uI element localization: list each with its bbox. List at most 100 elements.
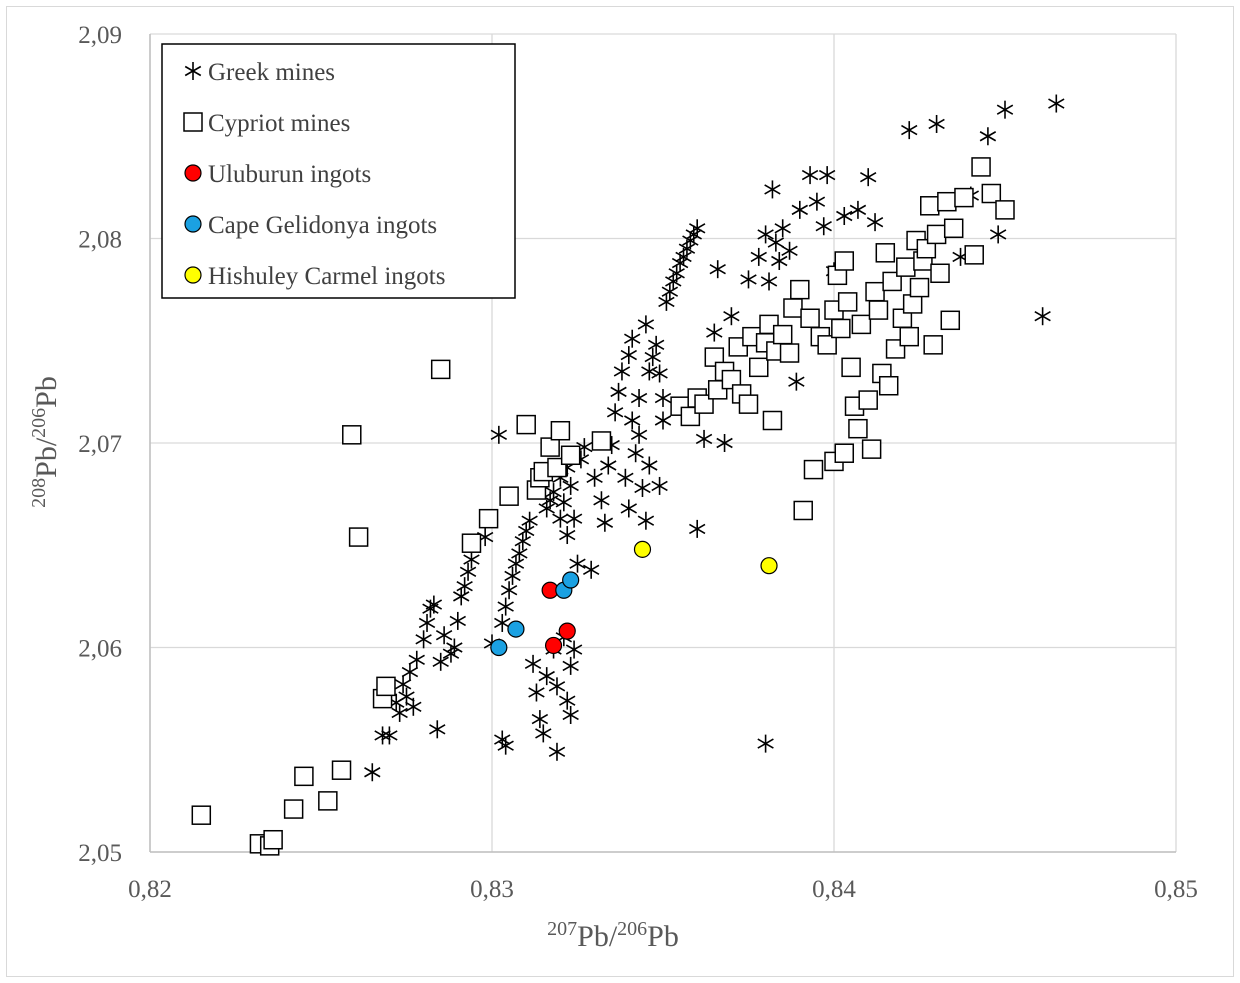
data-point [815,217,832,236]
data-point [791,200,808,219]
data-point [565,640,583,659]
data-point [381,726,398,745]
data-point [658,292,675,311]
data-point [459,562,477,581]
data-point [494,613,511,632]
data-point [757,225,774,244]
data-point [507,554,525,573]
data-point [494,730,511,749]
data-point [624,329,641,348]
legend-marker [184,62,202,80]
data-points [191,94,1065,856]
data-point [548,677,566,696]
data-point [899,326,919,347]
data-point [552,509,569,528]
data-point [630,389,648,408]
data-point [446,638,463,657]
data-point [654,389,672,408]
isotope-superscript: 206 [617,918,647,940]
data-point [582,560,600,579]
x-tick-label: 0,85 [1154,876,1198,903]
data-point [661,282,679,301]
data-point [596,513,614,532]
data-point [559,691,576,710]
legend-label: Hishuley Carmel ingots [208,263,445,290]
series-4 [490,571,580,657]
data-point [617,468,634,487]
y-tick-label: 2,07 [78,431,122,458]
data-point [391,703,408,722]
data-point [841,357,861,378]
data-point [559,526,576,545]
y-axis-title: 208Pb/206Pb [28,376,63,508]
data-point [781,241,798,260]
data-point [682,231,699,250]
series-5 [633,540,778,575]
data-point [757,734,774,753]
data-point [926,224,947,245]
data-point [348,527,369,547]
data-point [808,192,826,211]
data-point [866,213,884,232]
data-point [1034,307,1051,326]
data-point [318,791,338,811]
data-point [801,166,819,185]
data-point [923,335,943,355]
data-point [637,315,655,334]
data-point [620,499,637,518]
data-point [837,292,858,312]
data-point [861,439,882,459]
data-point [954,187,974,208]
isotope-superscript: 206 [28,408,50,438]
data-point [909,277,930,298]
data-point [569,554,586,573]
data-point [831,318,851,339]
data-point [560,445,581,466]
data-point [981,183,1002,204]
data-point [518,521,535,540]
y-tick-label: 2,06 [78,636,122,663]
data-point [405,697,422,716]
data-point [860,168,877,187]
data-point [943,218,964,239]
legend: Greek mines Cypriot mines Uluburun ingots C… [161,43,516,299]
y-tick-label: 2,08 [78,227,122,254]
data-point [342,425,362,445]
data-point [706,323,723,342]
y-tick-label: 2,09 [78,22,122,49]
data-point [964,245,984,265]
data-point [868,300,889,320]
data-point [651,364,668,383]
data-point [937,191,957,212]
isotope-superscript: 207 [547,918,577,940]
data-point [504,566,521,585]
x-axis-title: 207Pb/206Pb [547,918,679,953]
data-point [1048,94,1065,113]
data-point [442,644,460,663]
data-point [788,372,805,391]
data-point [331,760,352,780]
data-point [651,476,668,495]
data-point [803,459,824,480]
data-point [774,219,791,238]
data-point [374,726,391,745]
data-point [647,335,665,354]
data-point [750,247,767,266]
data-point [497,597,514,616]
axes: 0,82 0,83 0,84 0,85 2,05 2,06 2,07 2,08 2,09 [78,22,1198,903]
data-point [634,478,651,497]
data-point [764,180,781,199]
data-point [593,491,610,510]
data-point [995,200,1015,220]
data-point [500,581,518,600]
data-point [514,532,531,551]
data-point [865,281,885,302]
data-point [779,343,800,363]
isotope-superscript: 208 [28,478,50,508]
data-point [516,414,536,435]
legend-marker [184,215,202,233]
data-point [641,362,658,381]
legend-label: Cape Gelidonya ingots [208,212,437,239]
data-point [558,622,576,640]
data-point [721,369,742,390]
